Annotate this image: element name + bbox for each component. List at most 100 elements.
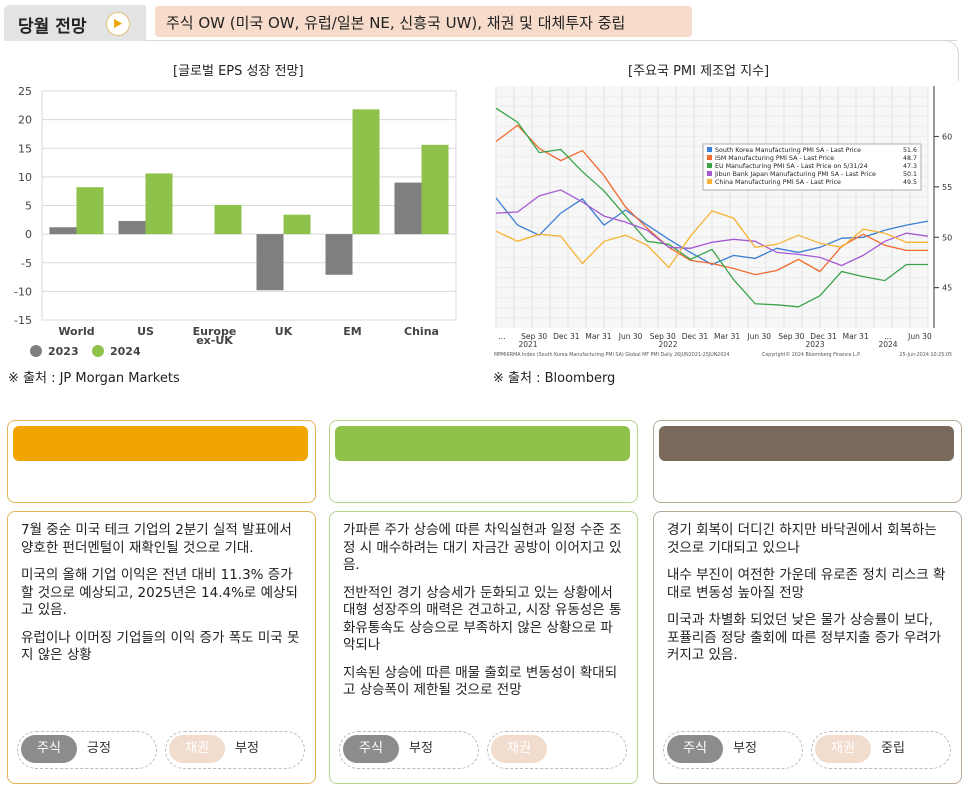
eps-bar-2024: [214, 204, 242, 235]
eps-bar-2023: [118, 220, 146, 235]
header-divider-corner: [936, 40, 959, 81]
eps-x-tick: China: [404, 325, 439, 338]
pmi-chart-title: [주요국 PMI 제조업 지수]: [628, 64, 770, 79]
column-title: [13, 426, 308, 461]
eps-y-tick: -5: [21, 257, 32, 270]
eps-bar-2023: [49, 227, 77, 235]
pmi-x-tick: Sep 30: [650, 332, 676, 341]
column-body-box: [653, 511, 962, 784]
body-paragraph: 유럽이나 이머징 기업들의 이익 증가 폭도 미국 못지 않은 상황: [21, 629, 300, 664]
pmi-footer-mid: Copyright© 2024 Bloomberg Finance L.P.: [762, 351, 861, 358]
pmi-x-tick: Dec 31: [553, 332, 580, 341]
pmi-footer-left: MPMIKRMA Index (South Korea Manufacturin…: [494, 352, 730, 358]
eps-legend-marker: [30, 345, 42, 357]
pmi-legend-label: China Manufacturing PMI SA - Last Price: [715, 179, 841, 186]
body-paragraph: 7월 중순 미국 테크 기업의 2분기 실적 발표에서 양호한 펀더멘털이 재확…: [21, 522, 292, 556]
eps-bar-2024: [145, 173, 173, 235]
asset-outlook-value: 긍정: [87, 741, 111, 756]
eps-x-tick: EM: [343, 325, 361, 338]
body-paragraph: 내수 부진이 여전한 가운데 유로존 정치 리스크 확대로 변동성 높아질 전망: [667, 567, 946, 601]
outlook-tag-row: [17, 731, 157, 769]
eps-x-tick: Europe: [193, 325, 237, 338]
pmi-legend-value: 47.3: [903, 163, 917, 170]
column-header-box: [329, 420, 638, 503]
pmi-legend-marker: [707, 163, 712, 168]
outlook-tag-row: [663, 731, 803, 769]
play-icon: [114, 19, 122, 28]
eps-chart-title: [글로벌 EPS 성장 전망]: [173, 64, 304, 79]
pmi-y-tick: 60: [942, 132, 952, 141]
eps-bar-2023: [256, 234, 284, 291]
asset-chip: 주식: [21, 735, 77, 763]
asset-outlook-value: 부정: [235, 741, 259, 756]
pmi-x-tick: Dec 31: [682, 332, 709, 341]
asset-chip: 채권: [491, 735, 547, 763]
pmi-x-tick: Jun 30: [907, 332, 932, 341]
pmi-x-tick: Mar 31: [843, 332, 869, 341]
play-button[interactable]: [106, 12, 130, 36]
outlook-tag-row: [487, 731, 627, 769]
pmi-year-label: 2022: [658, 340, 677, 349]
pmi-legend-value: 50.1: [903, 171, 917, 178]
eps-x-tick: World: [58, 325, 94, 338]
asset-chip: 채권: [169, 735, 225, 763]
eps-bar-2023: [394, 182, 422, 235]
pmi-legend-marker: [707, 147, 712, 152]
pmi-x-tick: Mar 31: [585, 332, 611, 341]
column-header-box: [653, 420, 962, 503]
pmi-x-tick: Jun 30: [746, 332, 771, 341]
pmi-legend-label: Jibun Bank Japan Manufacturing PMI SA - …: [714, 171, 876, 178]
pmi-chart-source: ※ 출처 : Bloomberg: [493, 371, 616, 386]
eps-x-tick: UK: [275, 325, 293, 338]
column-title: [659, 426, 954, 461]
eps-legend-label: 2024: [110, 345, 141, 358]
pmi-legend-marker: [707, 155, 712, 160]
pmi-y-tick: 50: [942, 233, 952, 242]
column-body-box: [329, 511, 638, 784]
body-paragraph: 미국과 차별화 되었던 낮은 물가 상승률이 보다, 포퓰리즘 정당 출회에 따…: [667, 612, 942, 663]
pmi-legend-marker: [707, 179, 712, 184]
body-paragraph: 경기 회복이 더디긴 하지만 바닥권에서 회복하는 것으로 기대되고 있으나: [667, 522, 937, 556]
column-body-text: 가파른 주가 상승에 따른 차익실현과 일정 수준 조정 시 매수하려는 대기 …: [343, 522, 624, 710]
pmi-year-label: 2021: [518, 340, 537, 349]
column-body-text: 7월 중순 미국 테크 기업의 2분기 실적 발표에서 양호한 펀더멘털이 재확…: [21, 522, 302, 675]
column-body-box: [7, 511, 316, 784]
eps-y-tick: 20: [18, 114, 32, 127]
eps-y-tick: 15: [18, 142, 32, 155]
pmi-series-line: [495, 107, 928, 308]
eps-chart-source: ※ 출처 : JP Morgan Markets: [8, 371, 180, 386]
body-paragraph: 전반적인 경기 상승세가 둔화되고 있는 상황에서 대형 성장주의 매력은 견고…: [343, 584, 622, 654]
eps-y-tick: -15: [14, 314, 32, 327]
pmi-year-label: 2024: [878, 340, 897, 349]
eps-y-tick: 25: [18, 85, 32, 98]
eps-legend-marker: [92, 345, 104, 357]
eps-legend-label: 2023: [48, 345, 79, 358]
eps-bar-2024: [421, 144, 449, 235]
asset-chip: 채권: [815, 735, 871, 763]
asset-chip: 주식: [343, 735, 399, 763]
pmi-legend-value: 51.6: [903, 147, 917, 154]
pmi-x-tick: Jun 30: [618, 332, 643, 341]
pmi-x-tick: ...: [884, 332, 891, 341]
column-title: [335, 426, 630, 461]
pmi-line-chart: 60 55 50 45 South Korea Manufacturing PMI SA…: [490, 82, 956, 364]
pmi-legend-value: 48.7: [903, 155, 917, 162]
outlook-tag-row: [339, 731, 479, 769]
pmi-legend-label: EU Manufacturing PMI SA - Last Price on …: [715, 163, 868, 170]
summary-text: 주식 OW (미국 OW, 유럽/일본 NE, 신흥국 UW), 채권 및 대체…: [166, 14, 626, 32]
pmi-x-tick: ...: [498, 332, 505, 341]
eps-x-tick: ex-UK: [196, 334, 233, 347]
pmi-legend-marker: [707, 171, 712, 176]
eps-bar-2024: [283, 214, 311, 235]
body-paragraph: 미국의 올해 기업 이익은 전년 대비 11.3% 증가할 것으로 예상되고, …: [21, 567, 298, 618]
pmi-series-line: [495, 189, 929, 267]
eps-y-tick: 10: [18, 171, 32, 184]
pmi-series-line: [495, 210, 928, 269]
eps-bar-2024: [76, 187, 104, 235]
pmi-year-label: 2023: [805, 340, 824, 349]
body-paragraph: 지속된 상승에 따른 매물 출회로 변동성이 확대되고 상승폭이 제한될 것으로…: [343, 664, 618, 699]
page-title: 당월 전망: [18, 17, 87, 37]
summary-banner: [155, 6, 692, 37]
